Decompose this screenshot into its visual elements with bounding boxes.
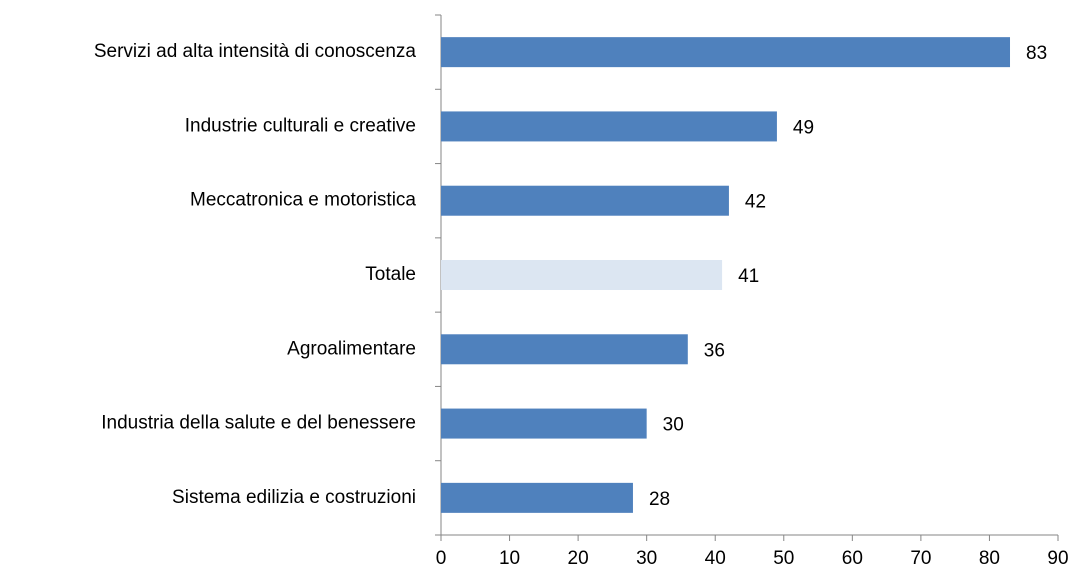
data-label: 42 <box>745 192 766 213</box>
x-tick-label: 90 <box>1047 548 1068 569</box>
data-label: 30 <box>663 415 684 436</box>
bar <box>441 37 1011 68</box>
data-label: 28 <box>649 489 670 510</box>
bar <box>441 260 723 290</box>
y-tick-label: Industria della salute e del benessere <box>101 413 416 434</box>
bar <box>441 334 688 365</box>
x-tick-label: 10 <box>499 548 520 569</box>
bar <box>441 185 729 216</box>
y-tick-label: Servizi ad alta intensità di conoscenza <box>94 41 417 62</box>
bar <box>441 111 777 142</box>
x-tick-label: 80 <box>979 548 1000 569</box>
y-tick-label: Sistema edilizia e costruzioni <box>172 487 416 508</box>
bar <box>441 408 647 439</box>
y-tick-label: Meccatronica e motoristica <box>190 190 416 211</box>
x-tick-label: 0 <box>436 548 447 569</box>
x-tick-label: 40 <box>705 548 726 569</box>
x-tick-label: 20 <box>568 548 589 569</box>
data-label: 36 <box>704 340 725 361</box>
x-tick-label: 50 <box>773 548 794 569</box>
x-tick-label: 30 <box>636 548 657 569</box>
data-label: 49 <box>793 117 814 138</box>
x-tick-label: 70 <box>910 548 931 569</box>
y-tick-label: Agroalimentare <box>287 338 416 359</box>
data-label: 41 <box>738 266 759 287</box>
y-tick-label: Totale <box>365 264 416 285</box>
data-label: 83 <box>1026 43 1047 64</box>
x-tick-label: 60 <box>842 548 863 569</box>
y-tick-label: Industrie culturali e creative <box>185 115 416 136</box>
bar <box>441 482 633 513</box>
